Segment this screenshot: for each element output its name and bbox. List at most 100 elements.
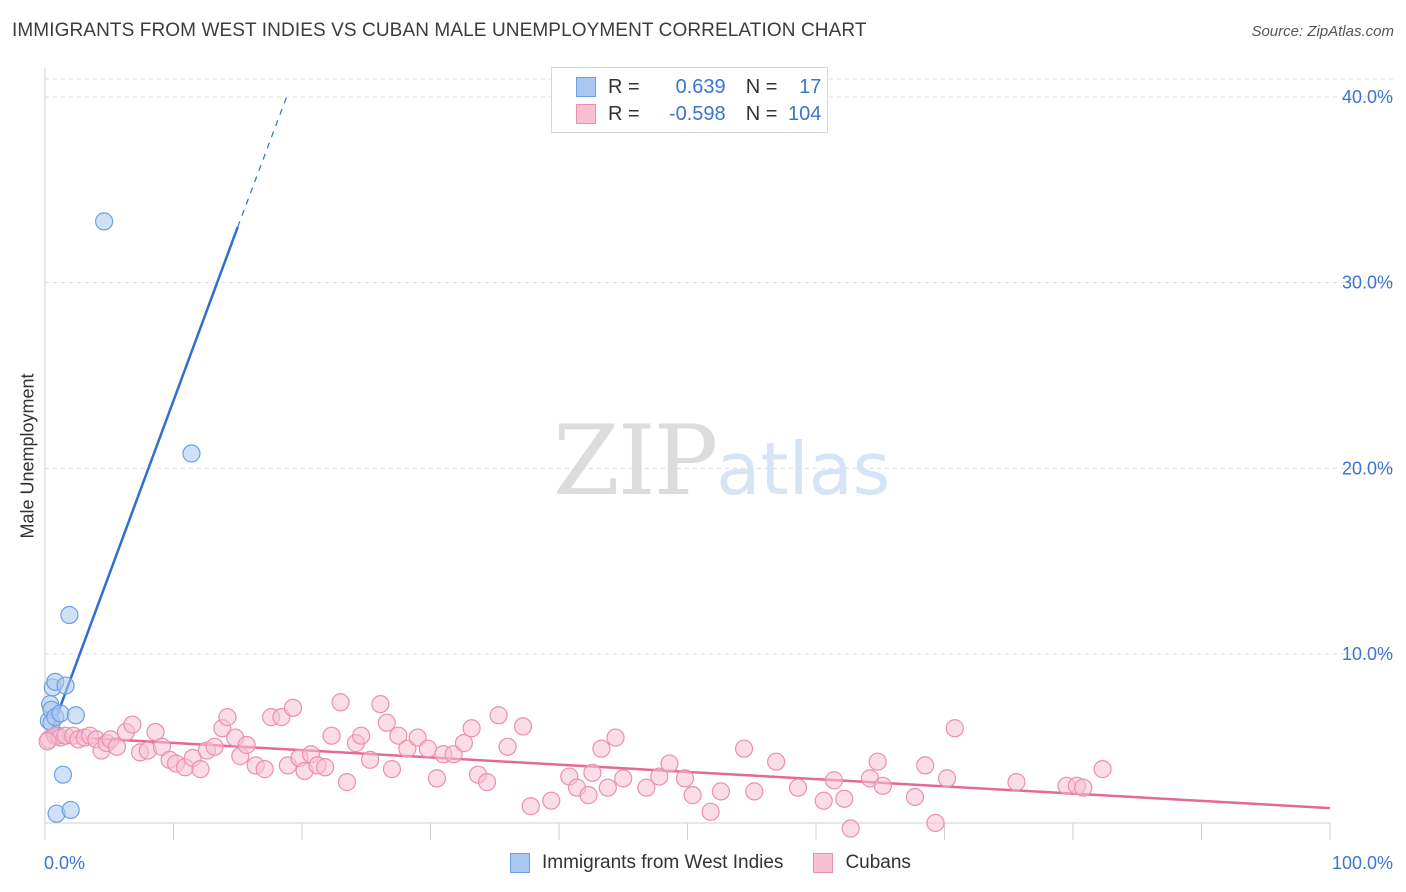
legend-row-cubans: R = -0.598 N = 104 xyxy=(576,101,821,127)
cubans-point xyxy=(926,813,945,833)
cubans-point xyxy=(916,756,935,775)
legend-swatch-cubans xyxy=(576,104,596,124)
cubans-point xyxy=(498,737,517,756)
west-indies-point xyxy=(60,605,79,625)
cubans-point xyxy=(331,693,350,712)
cubans-point xyxy=(824,771,844,790)
cubans-point xyxy=(937,769,957,788)
cubans-point xyxy=(606,728,625,747)
y-tick-label: 40.0% xyxy=(1342,87,1393,107)
cubans-point xyxy=(745,782,764,801)
cubans-point xyxy=(107,737,127,756)
legend-row-west-indies: R = 0.639 N = 17 xyxy=(576,74,821,100)
cubans-point xyxy=(427,769,447,788)
cubans-point xyxy=(361,750,380,769)
cubans-point xyxy=(398,739,417,758)
correlation-legend: R = 0.639 N = 17 R = -0.598 N = 104 xyxy=(551,67,828,133)
cubans-point xyxy=(675,769,695,788)
cubans-point xyxy=(579,786,598,805)
cubans-point xyxy=(945,719,964,738)
cubans-point xyxy=(835,789,854,808)
label-layer: 10.0% 20.0% 30.0% 40.0% 0.0% 100.0% xyxy=(44,87,1393,873)
watermark-atlas: atlas xyxy=(716,427,891,511)
series-label-cubans: Cubans xyxy=(845,852,911,873)
cubans-point xyxy=(444,745,463,764)
y-tick-label: 20.0% xyxy=(1342,458,1393,478)
cubans-point xyxy=(734,739,754,758)
cubans-point xyxy=(418,739,438,758)
legend-swatch-west-indies xyxy=(576,77,596,97)
cubans-point xyxy=(788,778,808,797)
cubans-point xyxy=(701,802,720,821)
series-swatch-cubans xyxy=(813,853,834,873)
west-indies-trend-line xyxy=(47,226,239,738)
cubans-point xyxy=(454,734,474,753)
chart-title: IMMIGRANTS FROM WEST INDIES VS CUBAN MAL… xyxy=(12,20,867,41)
cubans-point xyxy=(218,708,237,727)
cubans-point xyxy=(660,754,679,773)
legend-r-value: -0.598 xyxy=(668,102,726,125)
series-legend: Immigrants from West Indies Cubans xyxy=(510,852,941,874)
legend-n-value: 104 xyxy=(788,102,822,125)
cubans-point xyxy=(283,698,303,717)
cubans-point xyxy=(542,791,561,810)
cubans-point xyxy=(683,786,702,805)
west-indies-point xyxy=(95,212,114,231)
cubans-point xyxy=(521,797,540,816)
west-indies-point xyxy=(56,676,75,695)
cubans-point xyxy=(1007,773,1026,792)
cubans-point xyxy=(352,726,371,745)
cubans-point xyxy=(583,763,602,782)
west-indies-point xyxy=(182,444,201,463)
cubans-point xyxy=(316,758,335,777)
west-indies-point xyxy=(53,765,73,784)
cubans-point xyxy=(614,769,633,788)
cubans-point xyxy=(462,719,481,738)
series-legend-cubans[interactable]: Cubans xyxy=(813,852,911,874)
x-tick-label: 100.0% xyxy=(1332,853,1393,873)
legend-n-label: N = xyxy=(745,102,778,125)
legend-n-value: 17 xyxy=(799,75,822,98)
cubans-point xyxy=(1093,760,1112,779)
west-indies-point xyxy=(66,706,85,725)
cubans-point xyxy=(382,760,402,779)
cubans-point xyxy=(841,819,860,838)
cubans-point xyxy=(237,735,256,755)
cubans-point xyxy=(477,773,497,792)
cubans-point xyxy=(873,776,892,795)
west-indies-trend-extension xyxy=(237,96,288,228)
watermark-zip: ZIP xyxy=(553,405,718,517)
cubans-point xyxy=(489,706,508,725)
cubans-point xyxy=(637,778,656,797)
cubans-point xyxy=(814,791,833,810)
trend-layer xyxy=(44,96,1331,810)
cubans-point xyxy=(408,728,427,747)
watermark: ZIPatlas xyxy=(553,405,890,517)
cubans-point xyxy=(205,737,224,756)
cubans-point xyxy=(389,726,408,745)
cubans-point xyxy=(650,767,669,786)
cubans-point xyxy=(38,732,57,751)
x-tick-label: 0.0% xyxy=(44,853,85,873)
cubans-point xyxy=(711,782,731,801)
legend-n-label: N = xyxy=(745,75,778,98)
cubans-point xyxy=(371,695,390,714)
series-label-west-indies: Immigrants from West Indies xyxy=(542,852,784,873)
cubans-point xyxy=(377,713,396,732)
west-indies-point xyxy=(51,704,70,723)
west-indies-point xyxy=(61,800,80,820)
cubans-point xyxy=(322,726,341,745)
cubans-point xyxy=(868,752,887,771)
legend-r-label: R = xyxy=(608,102,640,125)
source-credit: Source: ZipAtlas.com xyxy=(1251,23,1394,40)
series-legend-west-indies[interactable]: Immigrants from West Indies xyxy=(510,852,783,874)
grid-layer xyxy=(45,78,1393,655)
cubans-point xyxy=(255,760,274,779)
cubans-point xyxy=(905,787,925,807)
cubans-point xyxy=(592,739,611,758)
cubans-point xyxy=(767,752,786,771)
cubans-point xyxy=(598,778,617,797)
legend-r-value: 0.639 xyxy=(675,75,726,98)
cubans-point xyxy=(513,717,533,736)
